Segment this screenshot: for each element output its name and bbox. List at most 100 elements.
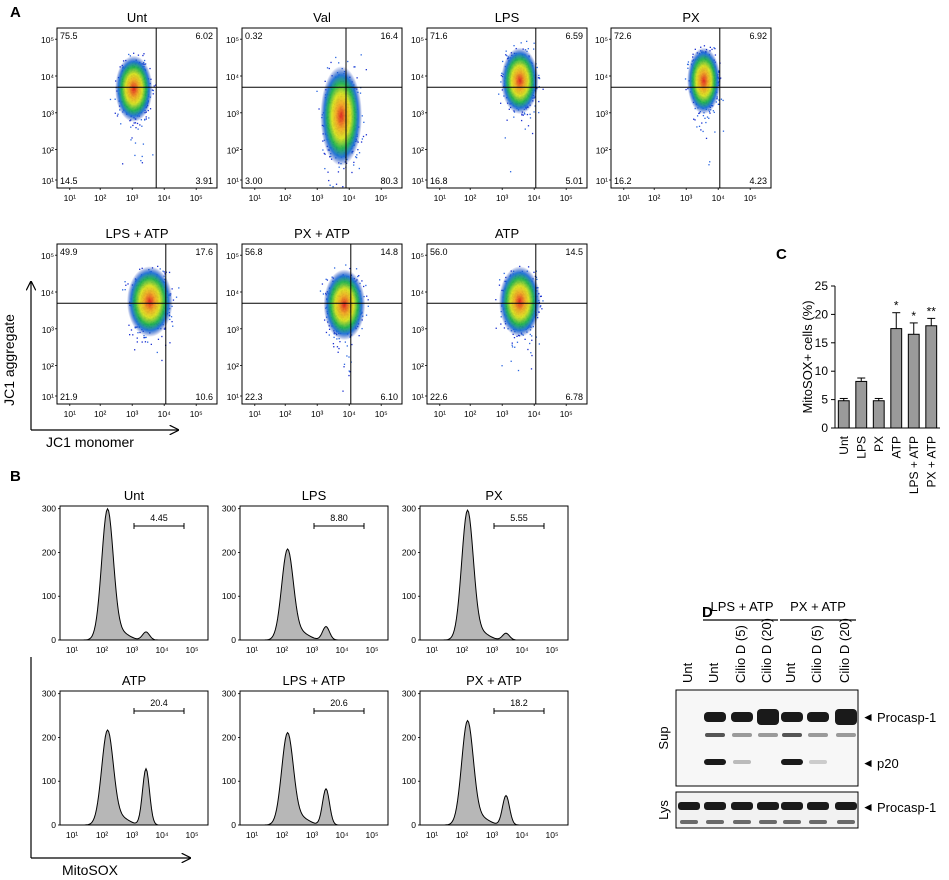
bar-chart-y-tick-label: 20 <box>815 307 829 321</box>
jc1-plot-frame <box>426 27 588 189</box>
jc1-y-tick-label: 10² <box>227 146 239 156</box>
mitosox-histogram-px: PX 5.55 0 100 200 300 10¹ 10² 10³ 10⁴ 10⁵ <box>402 488 569 655</box>
histogram-curve <box>440 508 550 641</box>
blot-band-mid <box>732 733 752 737</box>
bar-chart-y-tick-label: 10 <box>815 364 829 378</box>
histogram-x-tick-label: 10² <box>456 830 468 840</box>
jc1-plot-frame <box>610 27 772 189</box>
jc1-x-tick-label: 10⁵ <box>375 409 388 419</box>
jc1-y-tick-label: 10² <box>42 146 54 156</box>
blot-group-2-label: PX + ATP <box>790 599 846 614</box>
blot-band-lys-low <box>783 820 801 824</box>
blot-sup-label: Sup <box>656 726 671 749</box>
blot-band-procasp <box>757 709 779 725</box>
jc1-y-tick-label: 10⁵ <box>41 251 54 261</box>
jc1-x-tick-label: 10³ <box>496 409 508 419</box>
histogram-y-tick-label: 100 <box>222 776 236 786</box>
jc1-plot-unt: Unt 75.5 6.02 14.5 3.91 10⁵ 10⁴ 10³ 10² 10¹ 10¹ 10²… <box>41 10 218 203</box>
histogram-gate-value: 5.55 <box>510 513 528 523</box>
jc1-plot-title: LPS <box>495 10 520 25</box>
bar-category-label: LPS + ATP <box>907 436 921 494</box>
bar-category-label: PX <box>872 436 886 452</box>
jc1-x-tick-label: 10³ <box>496 193 508 203</box>
histogram-x-tick-label: 10³ <box>486 645 498 655</box>
histogram-x-tick-label: 10⁴ <box>155 645 168 655</box>
jc1-quadrant-br: 6.10 <box>380 392 398 402</box>
jc1-x-tick-label: 10⁴ <box>343 193 356 203</box>
jc1-y-tick-label: 10⁵ <box>595 35 608 45</box>
jc1-x-tick-label: 10⁴ <box>528 193 541 203</box>
jc1-x-tick-label: 10³ <box>126 193 138 203</box>
jc1-quadrant-tr: 6.59 <box>565 31 583 41</box>
jc1-quadrant-bl: 3.00 <box>245 176 263 186</box>
jc1-y-tick-label: 10⁴ <box>595 72 608 82</box>
histogram-curve <box>440 719 550 826</box>
blot-group-1-label: LPS + ATP <box>711 599 774 614</box>
jc1-y-tick-label: 10⁵ <box>226 251 239 261</box>
histogram-x-tick-label: 10⁴ <box>335 830 348 840</box>
jc1-x-tick-label: 10⁵ <box>190 193 203 203</box>
histogram-x-tick-label: 10⁵ <box>546 645 559 655</box>
jc1-x-tick-label: 10³ <box>311 409 323 419</box>
jc1-quadrant-tr: 14.8 <box>380 247 398 257</box>
jc1-y-tick-label: 10² <box>412 146 424 156</box>
histogram-x-tick-label: 10⁵ <box>366 645 379 655</box>
jc1-density-core <box>501 47 539 115</box>
jc1-y-tick-label: 10¹ <box>412 176 424 186</box>
jc1-quadrant-br: 6.78 <box>565 392 583 402</box>
histogram-curve <box>260 731 370 826</box>
blot-band-lys-procasp <box>835 802 857 810</box>
jc1-x-tick-label: 10⁴ <box>528 409 541 419</box>
bar-significance: ** <box>927 304 937 318</box>
histogram-x-tick-label: 10¹ <box>66 830 78 840</box>
blot-band-lys-procasp <box>807 802 829 810</box>
histogram-gate-value: 4.45 <box>150 513 168 523</box>
blot-band-mid <box>782 733 802 737</box>
blot-band-lys-procasp <box>704 802 726 810</box>
histogram-x-tick-label: 10³ <box>306 645 318 655</box>
histogram-x-tick-label: 10¹ <box>426 645 438 655</box>
histogram-title: LPS <box>302 488 327 503</box>
jc1-quadrant-tl: 56.8 <box>245 247 263 257</box>
jc1-x-tick-label: 10¹ <box>249 409 261 419</box>
bar-px <box>872 400 885 429</box>
blot-band-lys-low <box>680 820 698 824</box>
histogram-title: PX <box>485 488 503 503</box>
jc1-density-core <box>687 47 721 115</box>
jc1-plot-px: PX 72.6 6.92 16.2 4.23 10⁵ 10⁴ 10³ 10² 10¹ 10¹ 10² 1… <box>595 10 772 203</box>
blot-band-lys-procasp <box>757 802 779 810</box>
jc1-quadrant-tl: 72.6 <box>614 31 632 41</box>
blot-lane-label: Cilio D (5) <box>809 625 824 683</box>
bar-atp <box>890 328 903 429</box>
jc1-quadrant-tr: 6.02 <box>195 31 213 41</box>
panel-label-b: B <box>10 468 21 485</box>
jc1-y-tick-label: 10² <box>412 362 424 372</box>
panel-label-d: D <box>702 604 713 621</box>
blot-band-procasp <box>781 712 803 722</box>
histogram-title: PX + ATP <box>466 673 522 688</box>
jc1-x-tick-label: 10² <box>648 193 660 203</box>
histogram-curve <box>80 729 190 826</box>
jc1-x-tick-label: 10⁵ <box>744 193 757 203</box>
histogram-x-tick-label: 10⁵ <box>186 830 199 840</box>
histogram-x-tick-label: 10⁴ <box>335 645 348 655</box>
histogram-y-tick-label: 200 <box>42 547 56 557</box>
blot-lys-label: Lys <box>656 800 671 820</box>
jc1-plot-lps-atp: LPS + ATP 49.9 17.6 21.9 10.6 10⁵ 10⁴ 10³ 10² 10¹… <box>41 226 218 419</box>
histogram-x-tick-label: 10⁵ <box>186 645 199 655</box>
blot-band-lys-low <box>706 820 724 824</box>
histogram-x-tick-label: 10² <box>96 645 108 655</box>
histogram-y-tick-label: 0 <box>51 820 56 830</box>
jc1-y-tick-label: 10⁴ <box>41 288 54 298</box>
histogram-x-tick-label: 10⁴ <box>515 830 528 840</box>
histogram-y-tick-label: 100 <box>222 591 236 601</box>
bar-category-label: ATP <box>889 436 903 458</box>
jc1-y-tick-label: 10⁵ <box>41 35 54 45</box>
jc1-quadrant-bl: 16.2 <box>614 176 632 186</box>
jc1-plot-title: PX + ATP <box>294 226 350 241</box>
histogram-gate-value: 18.2 <box>510 698 528 708</box>
western-blot: LPS + ATP PX + ATP Unt Unt Cilio D (5) Cilio … <box>656 599 936 829</box>
jc1-x-tick-label: 10¹ <box>64 409 76 419</box>
histogram-gate-value: 20.6 <box>330 698 348 708</box>
jc1-y-tick-label: 10³ <box>412 109 424 119</box>
